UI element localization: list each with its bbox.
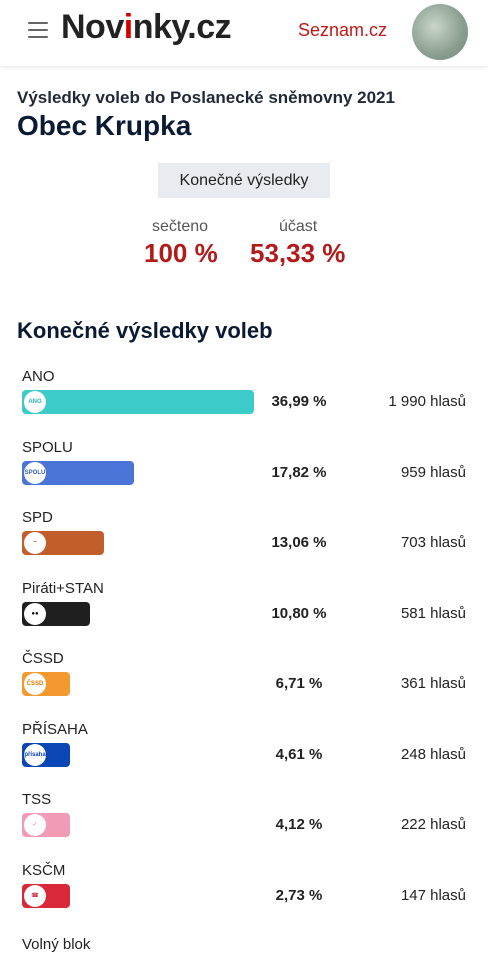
party-name: TSS [22,791,52,808]
party-logo-icon: ~ [24,532,46,554]
party-logo-icon: ●● [24,602,46,625]
votes-count: 222 hlasů [400,816,466,833]
percent-value: 2,73 % [275,886,323,904]
bar-wrap: ✓ [22,813,254,837]
result-bar: ~ [22,531,104,555]
more-label: Volný blok [22,936,91,953]
final-results-button[interactable]: Konečné výsledky [158,163,330,198]
result-row: SPOLU SPOLU 17,82 % 959 hlasů [0,439,488,509]
party-name: Piráti+STAN [22,579,104,597]
result-bar: přísaha [22,742,70,767]
result-bar: ☎ [22,883,70,908]
result-bar: ANO [22,390,254,414]
votes-count: 1 990 hlasů [388,393,466,410]
counted-label: sečteno [152,218,209,235]
percent-value: 6,71 % [275,675,323,692]
party-logo-icon: ČSSD [24,673,46,695]
percent-value: 4,12 % [275,816,323,833]
party-logo-icon: ANO [24,391,46,413]
result-row: ANO ANO 36,99 % 1 990 hlasů [0,368,488,438]
party-name: SPOLU [22,438,73,456]
votes-count: 581 hlasů [400,604,466,622]
party-logo-icon: ☎ [24,884,46,907]
party-name: PŘÍSAHA [22,720,88,738]
bar-wrap: ☎ [22,883,254,908]
turnout-label: účast [279,218,318,235]
percent-value: 17,82 % [271,463,327,481]
election-subtitle: Výsledky voleb do Poslanecké sněmovny 20… [17,88,395,107]
turnout-value: 53,33 % [250,238,346,268]
party-name: SPD [22,509,53,526]
result-row: Piráti+STAN ●● 10,80 % 581 hlasů [0,580,488,650]
bar-wrap: přísaha [22,742,254,767]
user-avatar[interactable] [412,4,468,60]
percent-value: 10,80 % [271,604,327,622]
bar-wrap: ●● [22,601,254,626]
votes-count: 361 hlasů [400,675,466,692]
bar-wrap: ČSSD [22,672,254,696]
party-name: KSČM [22,861,66,879]
page-title: Obec Krupka [17,110,192,141]
top-bar: Novinky.cz Seznam.cz [0,0,488,66]
result-bar: ●● [22,601,90,626]
result-row: PŘÍSAHA přísaha 4,61 % 248 hlasů [0,721,488,791]
result-bar: SPOLU [22,460,134,485]
votes-count: 248 hlasů [400,745,466,763]
counted-value: 100 % [144,238,218,268]
result-row: TSS ✓ 4,12 % 222 hlasů [0,791,488,861]
party-logo-icon: přísaha [24,743,46,766]
party-name: ČSSD [22,650,64,667]
hamburger-icon[interactable] [28,22,48,38]
votes-count: 703 hlasů [400,534,466,551]
result-row: ČSSD ČSSD 6,71 % 361 hlasů [0,650,488,720]
novinky-logo[interactable]: Novinky.cz [61,8,232,46]
percent-value: 4,61 % [275,745,323,763]
result-row: KSČM ☎ 2,73 % 147 hlasů [0,862,488,932]
percent-value: 36,99 % [271,393,327,410]
votes-count: 959 hlasů [400,463,466,481]
party-logo-icon: ✓ [24,814,46,836]
results-section-title: Konečné výsledky voleb [17,318,273,343]
result-bar: ✓ [22,813,70,837]
party-logo-icon: SPOLU [24,461,46,484]
votes-count: 147 hlasů [400,886,466,904]
result-row: SPD ~13,06 % 703 hlasů [0,509,488,579]
bar-wrap: ANO [22,390,254,414]
result-bar: ČSSD [22,672,70,696]
percent-value: 13,06 % [271,534,327,551]
party-name: ANO [22,368,55,385]
seznam-link[interactable]: Seznam.cz [298,20,388,40]
bar-wrap: ~ [22,531,254,555]
bar-wrap: SPOLU [22,460,254,485]
